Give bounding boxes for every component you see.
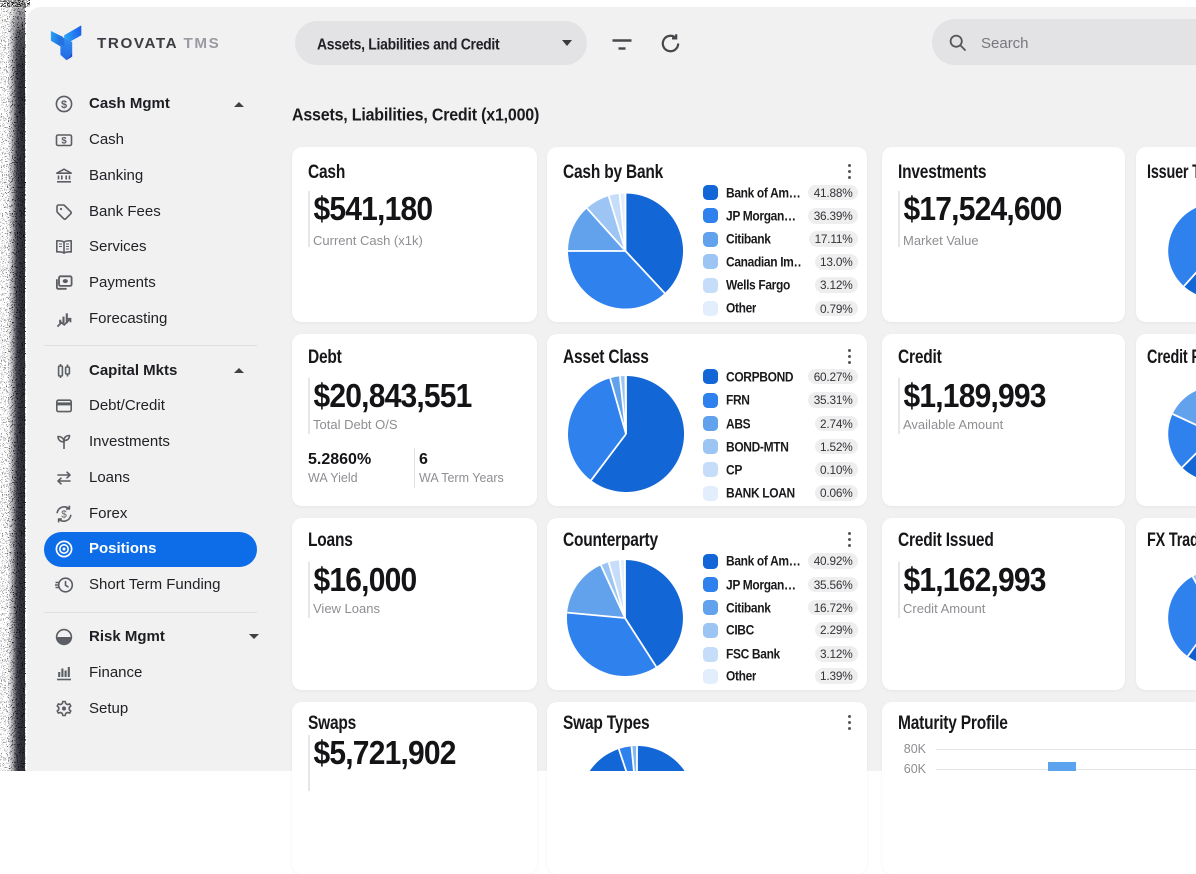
svg-text:$: $ (61, 509, 67, 520)
svg-text:$: $ (61, 99, 67, 111)
svg-text:$: $ (61, 136, 67, 147)
